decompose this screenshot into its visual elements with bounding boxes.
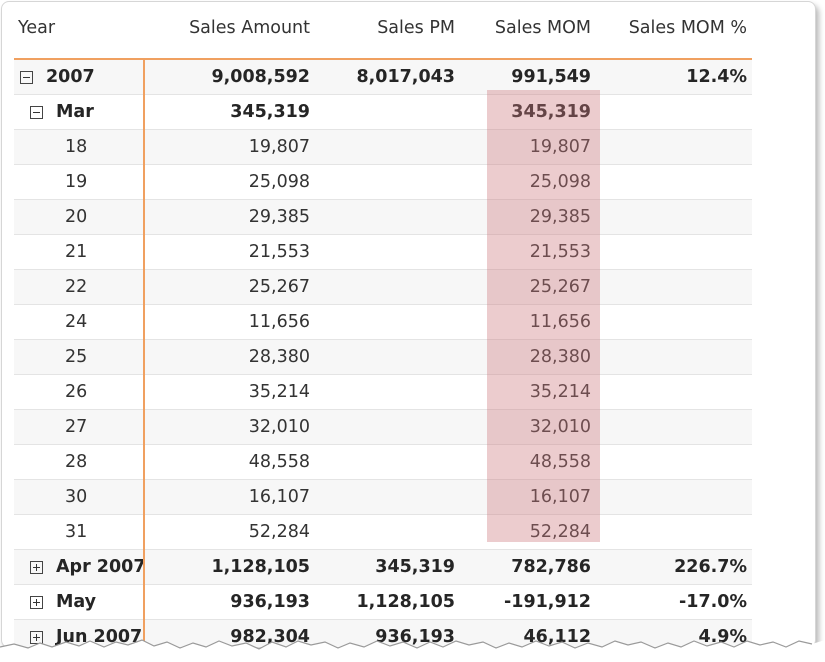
row-label: 18	[65, 137, 88, 157]
sales-mom-pct-cell: 4.9%	[698, 627, 747, 647]
table-row: 21 21,553 21,553	[14, 235, 752, 270]
collapse-icon[interactable]	[30, 106, 43, 119]
matrix-body: 2007 9,008,592 8,017,043 991,549 12.4% Mar 345…	[14, 60, 752, 647]
sales-pm-cell: 345,319	[375, 557, 455, 577]
sales-mom-cell: 25,098	[529, 172, 591, 192]
sales-mom-cell: 991,549	[511, 67, 591, 87]
sales-mom-cell: 28,380	[529, 347, 591, 367]
sales-amount-cell: 9,008,592	[211, 67, 310, 87]
row-label: May	[56, 592, 97, 612]
sales-mom-cell: 48,558	[529, 452, 591, 472]
row-label: 27	[65, 417, 88, 437]
sales-mom-cell: 52,284	[529, 522, 591, 542]
table-row: 19 25,098 25,098	[14, 165, 752, 200]
row-label: Apr 2007	[56, 557, 146, 577]
row-label: 25	[65, 347, 88, 367]
row-label: 30	[65, 487, 88, 507]
sales-mom-pct-cell: 12.4%	[686, 67, 747, 87]
row-label: 21	[65, 242, 88, 262]
sales-mom-cell: 345,319	[511, 102, 591, 122]
row-label: 31	[65, 522, 88, 542]
row-label: 22	[65, 277, 88, 297]
header-sales-pm[interactable]: Sales PM	[377, 18, 455, 38]
table-row: 20 29,385 29,385	[14, 200, 752, 235]
row-label: 20	[65, 207, 88, 227]
sales-mom-cell: 11,656	[529, 312, 591, 332]
sales-amount-cell: 982,304	[230, 627, 310, 647]
table-row: Mar 345,319 345,319	[14, 95, 752, 130]
sales-mom-cell: 782,786	[511, 557, 591, 577]
sales-amount-cell: 345,319	[230, 102, 310, 122]
matrix-table: Year Sales Amount Sales PM Sales MOM Sal…	[14, 2, 752, 647]
sales-mom-pct-cell: -17.0%	[679, 592, 747, 612]
sales-amount-cell: 32,010	[248, 417, 310, 437]
sales-mom-cell: 25,267	[529, 277, 591, 297]
row-label: 24	[65, 312, 88, 332]
table-row: 25 28,380 28,380	[14, 340, 752, 375]
sales-mom-cell: 35,214	[529, 382, 591, 402]
sales-amount-cell: 25,267	[248, 277, 310, 297]
table-row: Apr 2007 1,128,105 345,319 782,786 226.7%	[14, 550, 752, 585]
row-label: 19	[65, 172, 88, 192]
row-label: 28	[65, 452, 88, 472]
table-row: 24 11,656 11,656	[14, 305, 752, 340]
sales-amount-cell: 1,128,105	[211, 557, 310, 577]
expand-icon[interactable]	[30, 631, 43, 644]
row-label: 2007	[46, 67, 95, 87]
matrix-header: Year Sales Amount Sales PM Sales MOM Sal…	[14, 2, 752, 60]
row-header-divider	[143, 60, 145, 647]
sales-amount-cell: 19,807	[248, 137, 310, 157]
header-year[interactable]: Year	[18, 18, 56, 38]
sales-amount-cell: 936,193	[230, 592, 310, 612]
row-label: 26	[65, 382, 88, 402]
sales-amount-cell: 35,214	[248, 382, 310, 402]
sales-mom-cell: 29,385	[529, 207, 591, 227]
row-label: Jun 2007	[56, 627, 143, 647]
sales-amount-cell: 21,553	[248, 242, 310, 262]
table-row: 22 25,267 25,267	[14, 270, 752, 305]
sales-mom-cell: 32,010	[529, 417, 591, 437]
sales-amount-cell: 52,284	[248, 522, 310, 542]
table-row: 26 35,214 35,214	[14, 375, 752, 410]
sales-pm-cell: 936,193	[375, 627, 455, 647]
sales-amount-cell: 11,656	[248, 312, 310, 332]
report-frame: Year Sales Amount Sales PM Sales MOM Sal…	[1, 1, 816, 648]
sales-mom-pct-cell: 226.7%	[674, 557, 747, 577]
table-row: 27 32,010 32,010	[14, 410, 752, 445]
sales-pm-cell: 8,017,043	[356, 67, 455, 87]
sales-mom-cell: 46,112	[523, 627, 591, 647]
expand-icon[interactable]	[30, 561, 43, 574]
sales-mom-cell: 21,553	[529, 242, 591, 262]
sales-amount-cell: 25,098	[248, 172, 310, 192]
table-row: May 936,193 1,128,105 -191,912 -17.0%	[14, 585, 752, 620]
header-sales-mom-pct[interactable]: Sales MOM %	[628, 18, 747, 38]
sales-pm-cell: 1,128,105	[356, 592, 455, 612]
header-sales-amount[interactable]: Sales Amount	[189, 18, 310, 38]
sales-amount-cell: 48,558	[248, 452, 310, 472]
table-row: 28 48,558 48,558	[14, 445, 752, 480]
sales-mom-cell: -191,912	[504, 592, 591, 612]
collapse-icon[interactable]	[20, 71, 33, 84]
sales-mom-cell: 19,807	[529, 137, 591, 157]
expand-icon[interactable]	[30, 596, 43, 609]
table-row: 30 16,107 16,107	[14, 480, 752, 515]
header-sales-mom[interactable]: Sales MOM	[494, 18, 591, 38]
table-row: 31 52,284 52,284	[14, 515, 752, 550]
sales-mom-highlight	[487, 90, 600, 542]
sales-amount-cell: 28,380	[248, 347, 310, 367]
sales-amount-cell: 16,107	[248, 487, 310, 507]
table-row: 18 19,807 19,807	[14, 130, 752, 165]
table-row: 2007 9,008,592 8,017,043 991,549 12.4%	[14, 60, 752, 95]
sales-amount-cell: 29,385	[248, 207, 310, 227]
row-label: Mar	[56, 102, 94, 122]
sales-mom-cell: 16,107	[529, 487, 591, 507]
torn-edge	[0, 639, 825, 662]
